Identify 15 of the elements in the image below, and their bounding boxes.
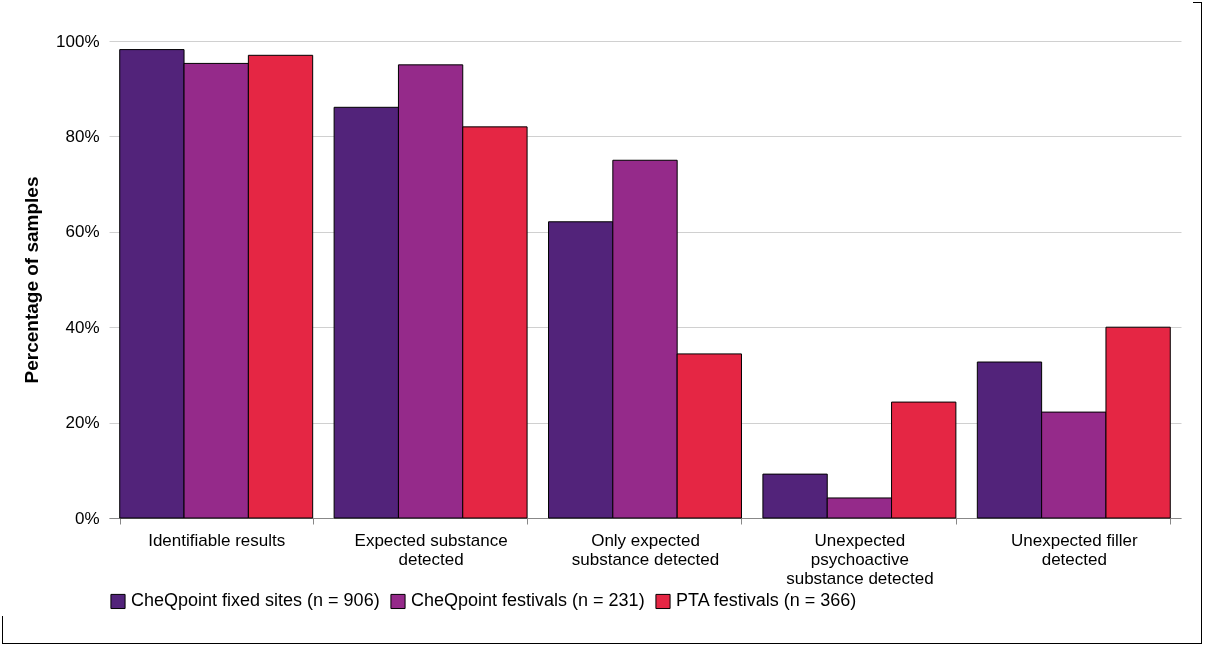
legend-label: PTA festivals (n = 366) xyxy=(676,590,857,611)
x-tick-label: Expected substance detected xyxy=(354,530,508,569)
y-tick-label: 20% xyxy=(65,413,100,433)
x-tick-label: Only expected substance detected xyxy=(571,530,720,569)
y-axis-title: Percentage of samples xyxy=(21,176,43,384)
y-tick-label: 60% xyxy=(65,222,100,242)
x-tick-label: Unexpected filler detected xyxy=(1010,530,1138,569)
y-tick-label: 100% xyxy=(56,31,100,51)
x-tick-label: Unexpected psychoactive substance detected xyxy=(786,530,934,588)
y-tick-label: 40% xyxy=(65,317,100,337)
x-tick-label: Identifiable results xyxy=(148,530,286,550)
legend-label: CheQpoint festivals (n = 231) xyxy=(411,590,645,611)
legend-label: CheQpoint fixed sites (n = 906) xyxy=(131,590,380,611)
y-tick-label: 80% xyxy=(65,126,100,146)
y-tick-label: 0% xyxy=(74,508,100,528)
